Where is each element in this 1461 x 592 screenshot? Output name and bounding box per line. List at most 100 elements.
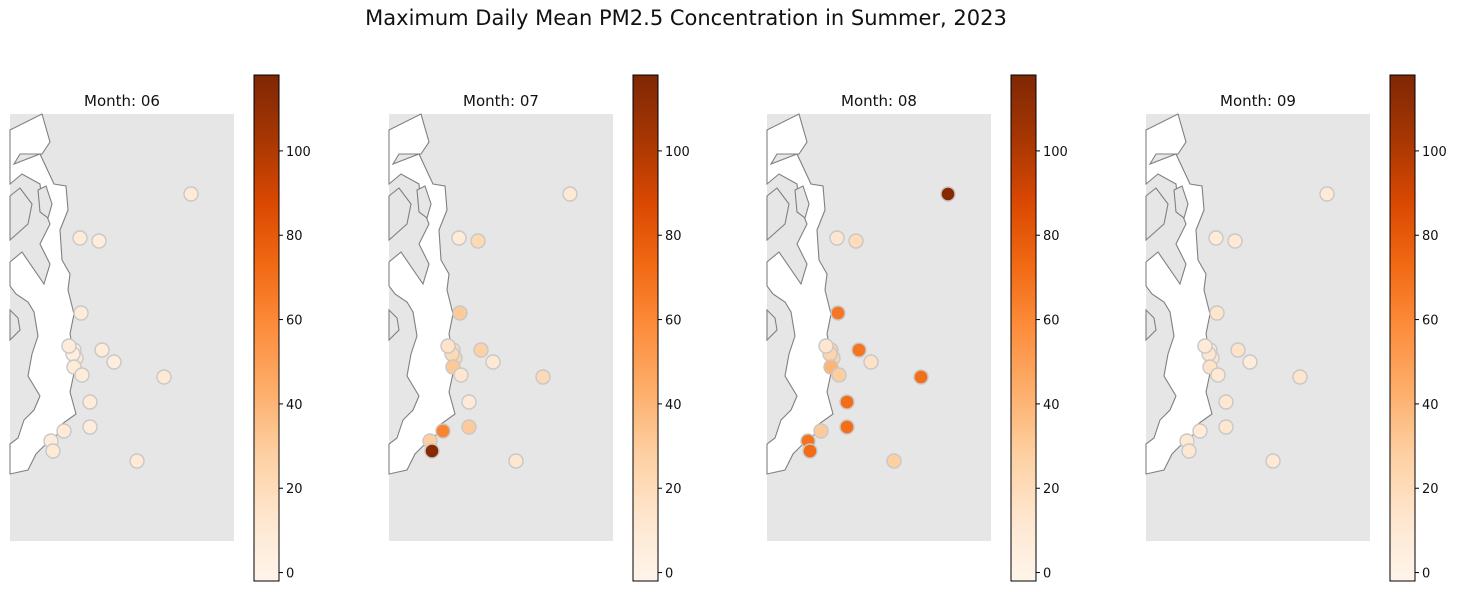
station-point [831,367,847,383]
colorbar-tick-label: 20 [665,482,682,497]
station-point [1230,342,1246,358]
station-point [535,369,551,385]
island-1 [766,187,790,242]
station-point [473,342,489,358]
coastline-water [388,113,456,475]
colorbar-tick-label: 60 [665,314,682,329]
station-point [435,423,451,439]
station-point [82,394,98,410]
station-point [56,423,72,439]
colorbar [632,74,659,582]
map-panel-1: Month: 06 0 20 40 60 80 100 [9,74,311,582]
station-point [461,419,477,435]
station-point [1209,305,1225,321]
station-point [1265,453,1281,469]
coastline-water [766,113,834,475]
station-point [453,367,469,383]
station-point [61,338,77,354]
colorbar-tick-label: 100 [665,145,690,160]
station-point [1210,367,1226,383]
colorbar-tick-label: 80 [665,229,682,244]
colorbar-tick-label: 100 [1422,145,1447,160]
panel-title: Month: 09 [1220,92,1296,110]
panel-title: Month: 06 [84,92,160,110]
station-point [1319,186,1335,202]
station-point [940,186,956,202]
station-point [818,338,834,354]
panel-title: Month: 07 [463,92,539,110]
station-point [470,233,486,249]
station-point [183,186,199,202]
station-point [461,394,477,410]
station-point [802,443,818,459]
colorbar-tick-label: 60 [1043,314,1060,329]
colorbar-tick-label: 20 [1422,482,1439,497]
station-point [73,305,89,321]
station-point [886,453,902,469]
coastline-water [9,113,77,475]
station-point [424,443,440,459]
colorbar-tick-label: 0 [665,567,673,582]
station-point [1242,354,1258,370]
colorbar-tick-label: 40 [286,398,303,413]
island-2 [416,185,432,219]
colorbar-tick-label: 100 [1043,145,1068,160]
colorbar [1389,74,1416,582]
island-3 [1145,308,1157,342]
coastline-water [1145,113,1213,475]
map-panel-2: Month: 07 0 20 40 60 80 100 [388,74,690,582]
station-point [91,233,107,249]
station-point [82,419,98,435]
figure-title: Maximum Daily Mean PM2.5 Concentration i… [365,6,1007,30]
station-point [562,186,578,202]
colorbar-tick-label: 80 [1422,229,1439,244]
station-point [839,419,855,435]
colorbar-tick-label: 20 [1043,482,1060,497]
station-point [1197,338,1213,354]
station-point [829,230,845,246]
colorbar-tick-label: 100 [286,145,311,160]
station-point [440,338,456,354]
colorbar-tick-label: 0 [1043,567,1051,582]
station-point [839,394,855,410]
station-point [485,354,501,370]
island-2 [37,185,53,219]
island-1 [1145,187,1169,242]
colorbar-tick-label: 20 [286,482,303,497]
station-point [1181,443,1197,459]
colorbar [1010,74,1037,582]
colorbar-tick-label: 40 [1422,398,1439,413]
colorbar-tick-label: 60 [286,314,303,329]
map-panel-3: Month: 08 0 20 40 60 80 100 [766,74,1068,582]
station-point [1208,230,1224,246]
station-point [851,342,867,358]
panel-title: Month: 08 [841,92,917,110]
station-point [830,305,846,321]
station-point [1192,423,1208,439]
station-point [129,453,145,469]
island-3 [9,308,21,342]
colorbar-tick-label: 0 [1422,567,1430,582]
island-1 [388,187,412,242]
station-point [1292,369,1308,385]
station-point [863,354,879,370]
island-2 [1173,185,1189,219]
station-point [813,423,829,439]
station-point [74,367,90,383]
island-3 [766,308,778,342]
colorbar-tick-label: 40 [1043,398,1060,413]
island-2 [794,185,810,219]
colorbar [253,74,280,582]
island-3 [388,308,400,342]
station-point [1218,419,1234,435]
colorbar-tick-label: 60 [1422,314,1439,329]
station-point [452,305,468,321]
island-1 [9,187,33,242]
station-point [1227,233,1243,249]
station-point [94,342,110,358]
colorbar-tick-label: 80 [286,229,303,244]
colorbar-tick-label: 40 [665,398,682,413]
map-panel-4: Month: 09 0 20 40 60 80 100 [1145,74,1447,582]
colorbar-tick-label: 80 [1043,229,1060,244]
